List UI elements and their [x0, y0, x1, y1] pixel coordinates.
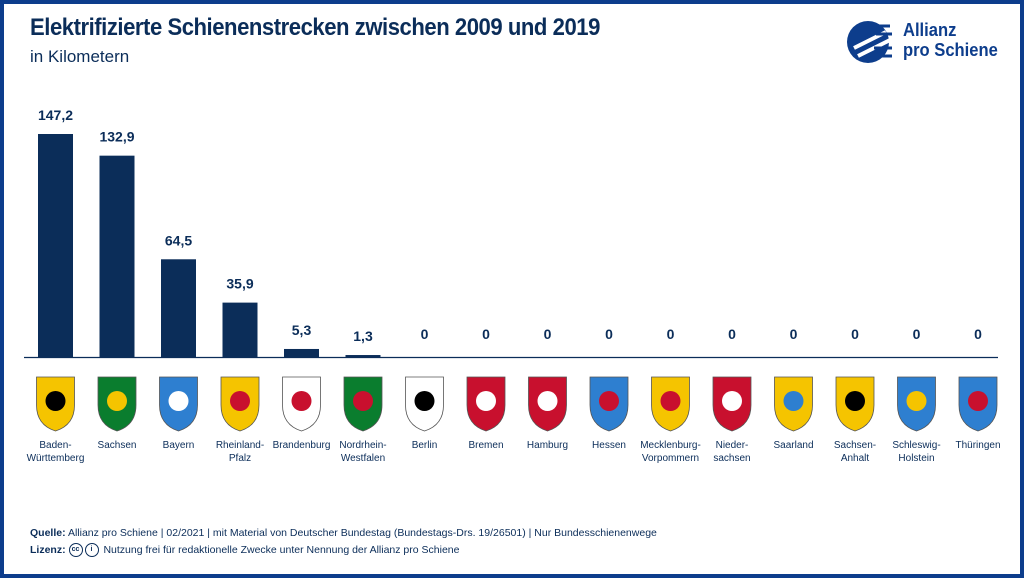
category-label: Schleswig- Holstein	[892, 440, 941, 464]
category-label: Hamburg	[526, 440, 569, 451]
data-label: 147,2	[38, 107, 73, 123]
source-label: Quelle:	[30, 527, 66, 539]
niedersachsen-crest-icon	[712, 376, 752, 432]
category-label: Baden- Württemberg	[26, 440, 85, 464]
bar-chart: 147,2 132,9 64,5 35,9 5,3 1,3 0 0 0 0 0 0 0 0 0 0	[24, 107, 998, 432]
data-label: 132,9	[99, 129, 134, 145]
thueringen-crest-icon	[958, 376, 998, 432]
category-label: Nordrhein- Westfalen	[339, 440, 387, 464]
berlin-crest-icon	[405, 376, 444, 432]
chart-title: Elektrifizierte Schienenstrecken zwische…	[30, 14, 600, 41]
data-label: 0	[913, 326, 921, 342]
category-label: Nieder- sachsen	[713, 440, 751, 464]
cc-icon: cc	[68, 543, 83, 557]
data-label: 0	[728, 326, 736, 342]
bar	[284, 348, 319, 357]
bar	[161, 259, 196, 357]
logo-emblem-icon	[847, 21, 892, 63]
sh-crest-icon	[897, 376, 936, 432]
category-label: Rheinland- Pfalz	[215, 440, 265, 464]
bar	[99, 155, 135, 357]
hessen-crest-icon	[589, 376, 629, 432]
category-label: Hessen	[592, 440, 626, 451]
rlp-crest-icon	[220, 376, 260, 432]
logo-line1: Allianz	[903, 20, 957, 40]
data-label: 0	[974, 326, 982, 342]
category-label: Bayern	[162, 440, 195, 451]
data-label: 64,5	[165, 232, 192, 248]
category-label: Thüringen	[955, 440, 1001, 451]
bayern-crest-icon	[159, 376, 198, 432]
data-label: 35,9	[226, 276, 253, 292]
license-text: Nutzung frei für redaktionelle Zwecke un…	[103, 543, 460, 556]
bw-crest-icon	[36, 376, 75, 432]
logo-text: Allianz pro Schiene	[903, 20, 998, 60]
bremen-crest-icon	[466, 376, 506, 432]
allianz-pro-schiene-logo: Allianz pro Schiene	[846, 18, 1006, 68]
license-label: Lizenz:	[30, 543, 66, 556]
data-label: 0	[605, 326, 613, 342]
data-label: 0	[851, 326, 859, 342]
data-label: 5,3	[292, 322, 312, 338]
category-label: Sachsen	[97, 440, 137, 451]
category-label: Saarland	[773, 440, 814, 451]
category-label: Brandenburg	[272, 440, 331, 451]
data-label: 0	[790, 326, 798, 342]
category-label: Mecklenburg- Vorpommern	[640, 440, 701, 464]
bar	[345, 355, 381, 357]
logo-line2: pro Schiene	[903, 40, 998, 60]
category-label: Sachsen- Anhalt	[833, 440, 877, 464]
data-label: 0	[482, 326, 490, 342]
category-label: Bremen	[468, 440, 504, 451]
data-label: 0	[667, 326, 675, 342]
sachsen-anhalt-crest-icon	[835, 376, 875, 432]
chart-subtitle: in Kilometern	[30, 47, 130, 66]
bar	[222, 302, 258, 357]
license-line: Lizenz: cc i Nutzung frei für redaktionel…	[30, 543, 459, 557]
brandenburg-crest-icon	[282, 376, 321, 432]
nrw-crest-icon	[343, 376, 383, 432]
category-label: Berlin	[411, 440, 438, 451]
source-text: Allianz pro Schiene | 02/2021 | mit Mate…	[67, 527, 657, 539]
data-label: 0	[544, 326, 552, 342]
saarland-crest-icon	[774, 376, 813, 432]
data-label: 1,3	[353, 328, 373, 344]
sachsen-crest-icon	[97, 376, 137, 432]
by-icon: i	[84, 543, 99, 557]
data-label: 0	[421, 326, 429, 342]
mv-crest-icon	[651, 376, 690, 432]
hamburg-crest-icon	[528, 376, 567, 432]
bar	[38, 134, 73, 357]
source-line: Quelle: Allianz pro Schiene | 02/2021 | …	[30, 527, 657, 539]
